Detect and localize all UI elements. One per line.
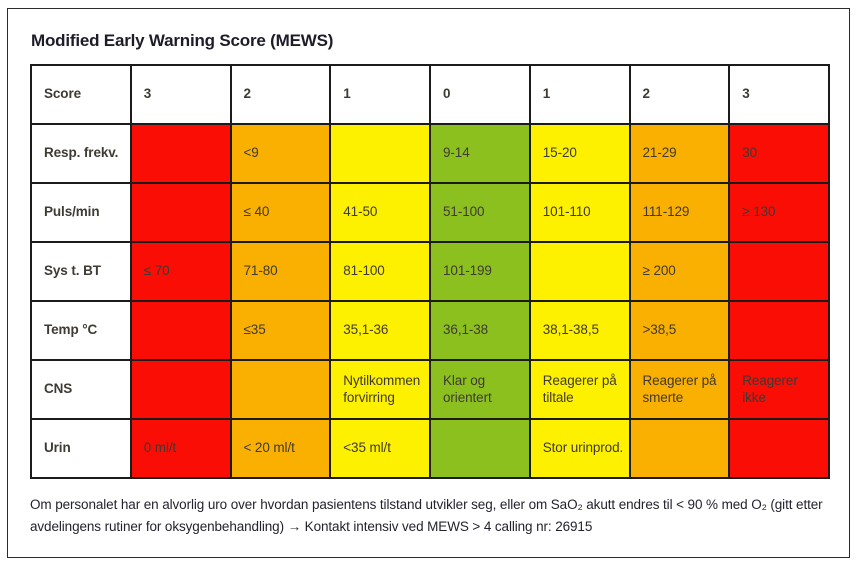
score-cell-red [129, 359, 232, 420]
footer-note: Om personalet har en alvorlig uro over h… [30, 494, 835, 538]
header-score-label: Score [30, 64, 132, 125]
score-cell-yellow [528, 241, 631, 302]
score-cell-green: 51-100 [429, 182, 531, 243]
score-cell-green: 101-199 [429, 241, 531, 302]
header-score-value: 3 [728, 64, 830, 125]
score-cell-green [429, 418, 531, 479]
header-score-value: 0 [429, 64, 531, 125]
score-cell-yellow: 38,1-38,5 [528, 300, 631, 361]
score-cell-orange: 71-80 [229, 241, 332, 302]
row-label: Temp °C [30, 300, 132, 361]
score-cell-orange: Reagerer på smerte [628, 359, 731, 420]
score-cell-red [129, 300, 232, 361]
score-cell-orange [628, 418, 731, 479]
score-cell-yellow: 101-110 [528, 182, 631, 243]
score-cell-red [728, 300, 830, 361]
score-cell-orange: 21-29 [628, 123, 731, 184]
score-cell-orange [229, 359, 332, 420]
row-label: CNS [30, 359, 132, 420]
table-row: Sys t. BT ≤ 70 71-80 81-100 101-199 ≥ 200 [30, 241, 830, 302]
header-score-value: 1 [329, 64, 431, 125]
row-label: Puls/min [30, 182, 132, 243]
score-cell-red [728, 241, 830, 302]
score-cell-red: 30 [728, 123, 830, 184]
score-cell-orange: ≥ 200 [628, 241, 731, 302]
mews-table-body: Score 3 2 1 0 1 2 3 Resp. frekv. <9 9-14 15-20 21-29… [30, 64, 830, 479]
table-row: Resp. frekv. <9 9-14 15-20 21-29 30 [30, 123, 830, 184]
row-label: Sys t. BT [30, 241, 132, 302]
score-cell-red [129, 123, 232, 184]
score-cell-yellow: Stor urinprod. [528, 418, 631, 479]
score-cell-yellow: Nytilkommen forvirring [329, 359, 431, 420]
score-cell-orange: >38,5 [628, 300, 731, 361]
score-cell-orange: < 20 ml/t [229, 418, 332, 479]
score-cell-red [129, 182, 232, 243]
table-row: Puls/min ≤ 40 41-50 51-100 101-110 111-129 ≥ 1… [30, 182, 830, 243]
score-cell-orange: ≤ 40 [229, 182, 332, 243]
score-cell-green: 9-14 [429, 123, 531, 184]
header-row: Score 3 2 1 0 1 2 3 [30, 64, 830, 125]
table-row: CNS Nytilkommen forvirring Klar og oriente… [30, 359, 830, 420]
score-cell-yellow: 35,1-36 [329, 300, 431, 361]
score-cell-yellow: 41-50 [329, 182, 431, 243]
header-score-value: 2 [229, 64, 332, 125]
page-title: Modified Early Warning Score (MEWS) [31, 31, 334, 50]
score-cell-red: ≤ 70 [129, 241, 232, 302]
row-label: Resp. frekv. [30, 123, 132, 184]
table-row: Urin 0 ml/t < 20 ml/t <35 ml/t Stor urinprod… [30, 418, 830, 479]
header-score-value: 3 [129, 64, 232, 125]
score-cell-green: 36,1-38 [429, 300, 531, 361]
score-cell-yellow: 15-20 [528, 123, 631, 184]
outer-border [7, 8, 850, 558]
score-cell-orange: <9 [229, 123, 332, 184]
score-cell-red: 0 ml/t [129, 418, 232, 479]
header-score-value: 1 [528, 64, 631, 125]
score-cell-green: Klar og orientert [429, 359, 531, 420]
score-cell-yellow: 81-100 [329, 241, 431, 302]
table-row: Temp °C ≤35 35,1-36 36,1-38 38,1-38,5 >38,5 [30, 300, 830, 361]
score-cell-yellow: <35 ml/t [329, 418, 431, 479]
score-cell-orange: ≤35 [229, 300, 332, 361]
score-cell-yellow: Reagerer på tiltale [528, 359, 631, 420]
mews-table: Score 3 2 1 0 1 2 3 Resp. frekv. <9 9-14 15-20 21-29… [30, 64, 830, 479]
score-cell-yellow [329, 123, 431, 184]
footer-note-line-1: Om personalet har en alvorlig uro over h… [30, 497, 823, 512]
score-cell-red: Reagerer ikke [728, 359, 830, 420]
score-cell-red [728, 418, 830, 479]
header-score-value: 2 [628, 64, 731, 125]
row-label: Urin [30, 418, 132, 479]
footer-note-line-2: avdelingens rutiner for oksygenbehandlin… [30, 519, 593, 534]
score-cell-red: ≥ 130 [728, 182, 830, 243]
score-cell-orange: 111-129 [628, 182, 731, 243]
